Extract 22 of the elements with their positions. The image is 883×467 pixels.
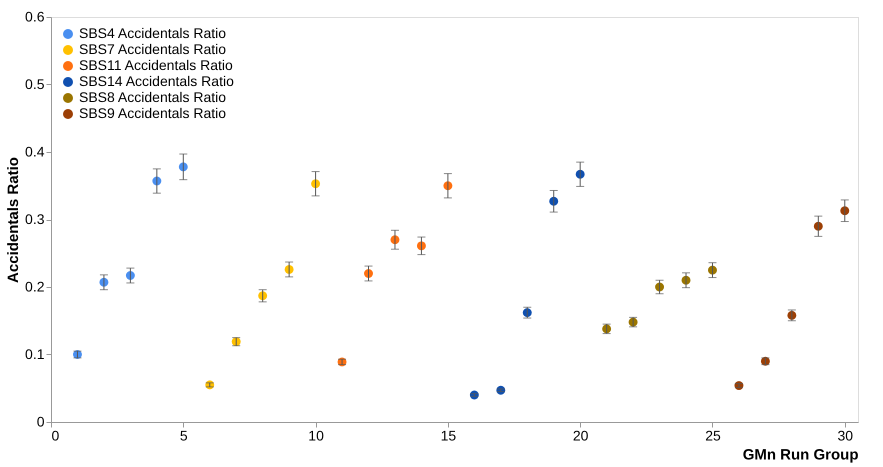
- legend-label: SBS7 Accidentals Ratio: [79, 41, 226, 57]
- x-tick-label: 10: [308, 428, 324, 444]
- y-tick-label: 0.3: [25, 211, 45, 227]
- y-tick-label: 0.2: [25, 278, 45, 294]
- legend-label: SBS8 Accidentals Ratio: [79, 89, 226, 105]
- y-tick-label: 0.5: [25, 76, 45, 92]
- x-tick-label: 15: [440, 428, 456, 444]
- y-axis-title: Accidentals Ratio: [5, 157, 22, 283]
- legend-label: SBS4 Accidentals Ratio: [79, 25, 226, 41]
- y-tick-label: 0.1: [25, 346, 45, 362]
- legend-label: SBS14 Accidentals Ratio: [79, 73, 234, 89]
- legend-label: SBS11 Accidentals Ratio: [79, 57, 234, 73]
- x-tick-label: 5: [180, 428, 188, 444]
- y-tick-label: 0.4: [25, 144, 45, 160]
- x-axis-title: GMn Run Group: [742, 446, 858, 464]
- y-tick-label: 0.6: [25, 8, 45, 24]
- x-tick-label: 0: [52, 428, 60, 444]
- x-tick-label: 30: [837, 428, 854, 444]
- x-tick-label: 20: [572, 428, 589, 444]
- x-tick-label: 25: [705, 428, 721, 444]
- y-tick-label: 0: [36, 414, 45, 430]
- legend-label: SBS9 Accidentals Ratio: [79, 105, 226, 121]
